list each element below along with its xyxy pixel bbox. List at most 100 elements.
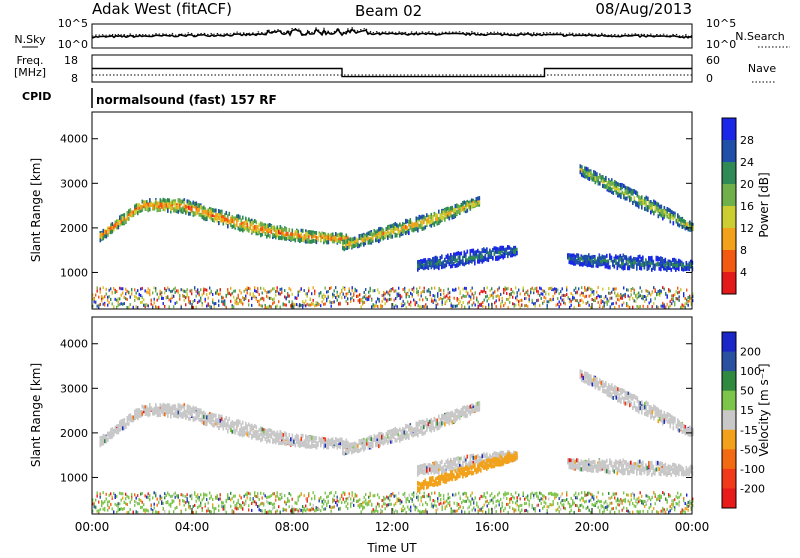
power-cell bbox=[628, 289, 629, 292]
velocity-cell bbox=[536, 492, 537, 495]
power-cell bbox=[256, 231, 258, 235]
power-cell bbox=[679, 216, 681, 220]
power-cell bbox=[142, 200, 144, 204]
power-cell bbox=[410, 292, 411, 295]
power-cell bbox=[505, 288, 506, 291]
velocity-cell bbox=[640, 491, 641, 494]
power-cell bbox=[496, 299, 497, 302]
velocity-cell bbox=[301, 509, 302, 512]
power-cell bbox=[196, 295, 197, 298]
power-cell bbox=[97, 305, 98, 308]
power-cell bbox=[345, 244, 347, 248]
velocity-cell bbox=[280, 498, 281, 501]
power-cell bbox=[436, 304, 437, 307]
power-cell bbox=[241, 291, 242, 294]
power-cell bbox=[626, 288, 627, 291]
power-cell bbox=[128, 306, 129, 309]
power-cell bbox=[271, 297, 272, 300]
velocity-cell bbox=[142, 501, 143, 504]
power-cell bbox=[553, 288, 554, 291]
velocity-cell bbox=[520, 504, 521, 507]
velocity-cell bbox=[479, 497, 480, 500]
power-cell bbox=[460, 300, 461, 303]
power-cell bbox=[295, 232, 297, 236]
power-cell bbox=[301, 304, 302, 307]
velocity-cell bbox=[544, 505, 545, 508]
power-cell bbox=[464, 200, 466, 204]
power-cell bbox=[651, 268, 653, 272]
velocity-cell bbox=[284, 494, 285, 497]
power-cell bbox=[163, 201, 165, 205]
power-cell bbox=[271, 230, 273, 234]
velocity-cell bbox=[532, 492, 533, 495]
freq-tick-top: 18 bbox=[64, 54, 78, 67]
power-cell bbox=[136, 209, 138, 213]
velocity-cell bbox=[383, 496, 384, 499]
power-cell bbox=[507, 252, 509, 256]
velocity-cell bbox=[383, 502, 384, 505]
power-cell bbox=[169, 305, 170, 308]
power-cell bbox=[179, 199, 181, 203]
power-cell bbox=[178, 198, 180, 202]
power-cell bbox=[184, 201, 186, 205]
velocity-cell bbox=[524, 509, 525, 512]
power-cell bbox=[212, 208, 214, 212]
power-cell bbox=[313, 286, 314, 289]
velocity-cell bbox=[379, 496, 380, 499]
velocity-cell bbox=[272, 503, 273, 506]
velocity-cell bbox=[686, 494, 687, 497]
power-cell bbox=[262, 297, 263, 300]
power-cell bbox=[170, 201, 172, 205]
power-cell bbox=[527, 289, 528, 292]
power-cell bbox=[465, 207, 467, 211]
colorbar-segment bbox=[722, 162, 736, 185]
velocity-cell bbox=[446, 499, 447, 502]
velocity-cell bbox=[673, 502, 674, 505]
power-cell bbox=[648, 256, 650, 260]
power-cell bbox=[101, 295, 102, 298]
velocity-cell bbox=[469, 506, 470, 509]
velocity-cell bbox=[299, 495, 300, 498]
velocity-cell bbox=[385, 497, 386, 500]
velocity-cell bbox=[130, 500, 131, 503]
power-cell bbox=[359, 244, 361, 248]
power-cell bbox=[373, 303, 374, 306]
power-cell bbox=[251, 304, 252, 307]
power-cell bbox=[289, 287, 290, 290]
velocity-cell bbox=[119, 427, 121, 431]
power-cell bbox=[628, 190, 630, 194]
power-cell bbox=[202, 211, 204, 215]
velocity-cell bbox=[160, 495, 161, 498]
power-cell bbox=[328, 296, 329, 299]
power-cell bbox=[277, 286, 278, 289]
power-cell bbox=[489, 255, 491, 259]
power-cell bbox=[412, 288, 413, 291]
power-cell bbox=[633, 265, 635, 269]
power-cell bbox=[482, 260, 484, 264]
velocity-cell bbox=[412, 498, 413, 501]
power-cell bbox=[122, 216, 124, 220]
power-cell bbox=[646, 289, 647, 292]
power-cell bbox=[317, 238, 319, 242]
power-cell bbox=[316, 240, 318, 244]
power-cell bbox=[347, 302, 348, 305]
velocity-cell bbox=[686, 507, 687, 510]
power-cell bbox=[482, 290, 483, 293]
power-cell bbox=[118, 301, 119, 304]
power-cell bbox=[104, 304, 105, 307]
power-cell bbox=[194, 286, 195, 289]
power-cell bbox=[515, 296, 516, 299]
power-cell bbox=[653, 211, 655, 215]
power-cell bbox=[456, 259, 458, 263]
power-cell bbox=[442, 301, 443, 304]
velocity-cell bbox=[148, 492, 149, 495]
power-cell bbox=[95, 294, 96, 297]
power-cell bbox=[476, 250, 478, 254]
velocity-cell bbox=[484, 504, 485, 507]
power-cell bbox=[467, 292, 468, 295]
power-cell bbox=[536, 290, 537, 293]
noise-search-label: N.Search bbox=[735, 30, 785, 43]
velocity-cell bbox=[545, 502, 546, 505]
colorbar-segment bbox=[722, 140, 736, 163]
power-cell bbox=[676, 297, 677, 300]
